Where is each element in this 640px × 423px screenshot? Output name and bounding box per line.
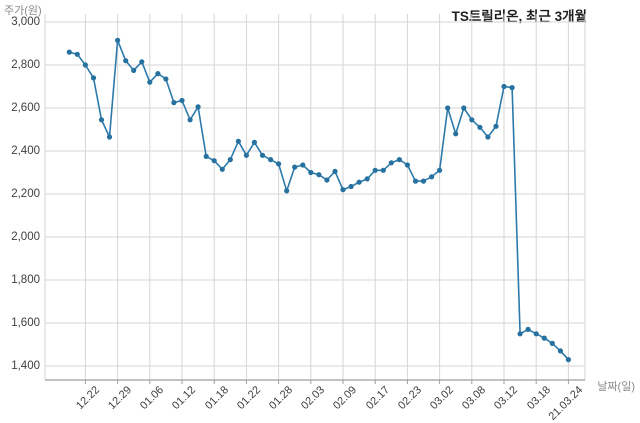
data-point-marker: [541, 335, 547, 341]
data-point-marker: [396, 157, 402, 163]
data-point-marker: [412, 178, 419, 184]
data-point-marker: [437, 167, 443, 173]
chart-title: TS트릴리온, 최근 3개월: [451, 9, 587, 24]
data-point-marker: [404, 162, 410, 168]
data-point-marker: [147, 79, 153, 85]
data-point-marker: [179, 97, 185, 104]
data-point-marker: [187, 117, 193, 123]
data-point-marker: [461, 105, 467, 111]
y-tick-label: 2,800: [11, 59, 40, 71]
data-point-marker: [115, 37, 121, 43]
data-point-marker: [235, 138, 241, 144]
data-point-marker: [453, 131, 459, 137]
data-point-marker: [565, 357, 572, 363]
data-point-marker: [171, 100, 177, 106]
data-point-marker: [276, 161, 282, 167]
data-point-marker: [123, 58, 129, 64]
data-point-marker: [557, 348, 564, 354]
data-point-marker: [90, 75, 97, 81]
y-tick-label: 2,200: [11, 188, 40, 200]
data-point-marker: [332, 168, 338, 174]
data-point-marker: [356, 179, 362, 185]
data-point-marker: [66, 49, 72, 55]
data-point-marker: [251, 139, 257, 145]
data-point-marker: [380, 167, 386, 173]
data-point-marker: [139, 59, 145, 65]
data-point-marker: [485, 134, 491, 140]
data-point-marker: [131, 67, 137, 73]
data-point-marker: [348, 183, 354, 190]
price-line: [69, 39, 569, 361]
data-point-marker: [493, 123, 499, 129]
data-point-marker: [219, 166, 225, 172]
data-point-marker: [227, 157, 233, 163]
data-point-marker: [517, 331, 523, 337]
data-point-marker: [445, 105, 451, 111]
data-point-marker: [74, 51, 80, 57]
y-axis-unit-label: 주가(원): [4, 5, 42, 17]
data-point-marker: [195, 104, 201, 110]
data-point-marker: [533, 331, 539, 337]
y-tick-label: 1,600: [11, 317, 40, 329]
y-tick-label: 1,400: [11, 360, 40, 372]
data-point-marker: [509, 85, 515, 91]
data-point-marker: [525, 326, 531, 332]
data-point-marker: [308, 169, 314, 176]
y-tick-label: 2,400: [11, 145, 40, 157]
y-tick-label: 3,000: [11, 16, 40, 28]
data-point-marker: [268, 157, 274, 163]
data-point-marker: [340, 187, 346, 193]
data-point-marker: [501, 83, 507, 90]
data-point-marker: [469, 117, 475, 123]
data-point-marker: [82, 62, 88, 68]
data-point-marker: [243, 152, 249, 158]
data-point-marker: [211, 158, 217, 164]
data-point-marker: [324, 177, 330, 183]
data-point-marker: [284, 188, 290, 194]
data-point-marker: [300, 162, 306, 168]
data-point-marker: [163, 76, 169, 82]
data-point-marker: [259, 152, 266, 158]
y-tick-label: 2,000: [11, 231, 40, 243]
data-point-marker: [106, 134, 113, 140]
data-point-marker: [388, 160, 394, 166]
y-tick-label: 2,600: [11, 102, 40, 114]
data-point-marker: [364, 176, 370, 182]
data-point-marker: [203, 153, 209, 159]
x-axis-unit-label: 날짜(일): [597, 381, 635, 393]
y-tick-label: 1,800: [11, 274, 40, 286]
data-point-marker: [420, 178, 427, 184]
data-point-marker: [549, 340, 555, 346]
data-point-marker: [372, 167, 378, 173]
data-point-marker: [429, 174, 435, 180]
data-point-marker: [98, 117, 105, 123]
data-point-marker: [316, 172, 322, 178]
data-point-marker: [155, 71, 161, 77]
data-point-marker: [292, 164, 298, 170]
data-point-marker: [477, 124, 483, 130]
